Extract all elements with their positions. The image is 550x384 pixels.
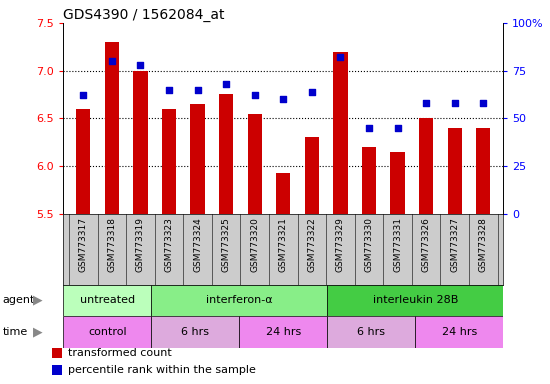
Text: GSM773328: GSM773328 — [478, 217, 488, 272]
Text: 6 hrs: 6 hrs — [182, 327, 209, 337]
Bar — [52, 348, 62, 358]
Text: GSM773323: GSM773323 — [164, 217, 173, 272]
Text: 24 hrs: 24 hrs — [266, 327, 301, 337]
Point — [279, 96, 288, 102]
Text: GSM773324: GSM773324 — [193, 217, 202, 272]
Bar — [327, 285, 503, 316]
Text: GSM773319: GSM773319 — [136, 217, 145, 272]
Text: GSM773325: GSM773325 — [222, 217, 230, 272]
Text: GSM773317: GSM773317 — [79, 217, 88, 272]
Bar — [190, 104, 205, 214]
Text: GSM773327: GSM773327 — [450, 217, 459, 272]
Text: GSM773318: GSM773318 — [107, 217, 116, 272]
Text: interferon-α: interferon-α — [206, 295, 273, 305]
Text: control: control — [88, 327, 126, 337]
Point — [79, 92, 87, 98]
Point — [393, 125, 402, 131]
Bar — [63, 316, 151, 348]
Text: GSM773321: GSM773321 — [279, 217, 288, 272]
Point — [422, 100, 431, 106]
Bar — [76, 109, 90, 214]
Text: ▶: ▶ — [32, 325, 42, 338]
Bar — [415, 316, 503, 348]
Bar — [133, 71, 147, 214]
Text: GDS4390 / 1562084_at: GDS4390 / 1562084_at — [63, 8, 225, 22]
Bar — [151, 285, 327, 316]
Text: agent: agent — [3, 295, 35, 305]
Bar — [476, 128, 491, 214]
Bar — [162, 109, 176, 214]
Text: GSM773322: GSM773322 — [307, 217, 316, 272]
Point — [136, 62, 145, 68]
Point — [250, 92, 259, 98]
Bar — [276, 172, 290, 214]
Text: GSM773320: GSM773320 — [250, 217, 259, 272]
Point — [222, 81, 230, 87]
Text: interleukin 28B: interleukin 28B — [372, 295, 458, 305]
Bar — [362, 147, 376, 214]
Text: time: time — [3, 327, 28, 337]
Point — [336, 54, 345, 60]
Point — [193, 87, 202, 93]
Bar — [52, 365, 62, 375]
Text: percentile rank within the sample: percentile rank within the sample — [68, 365, 256, 375]
Bar — [219, 94, 233, 214]
Point — [307, 89, 316, 95]
Text: ▶: ▶ — [32, 294, 42, 307]
Bar — [390, 152, 405, 214]
Text: 24 hrs: 24 hrs — [442, 327, 477, 337]
Bar — [151, 316, 239, 348]
Text: transformed count: transformed count — [68, 348, 172, 358]
Text: untreated: untreated — [80, 295, 135, 305]
Text: 6 hrs: 6 hrs — [358, 327, 385, 337]
Text: GSM773329: GSM773329 — [336, 217, 345, 272]
Point — [164, 87, 173, 93]
Bar — [239, 316, 327, 348]
Point — [365, 125, 373, 131]
Point — [450, 100, 459, 106]
Point — [479, 100, 488, 106]
Bar — [419, 118, 433, 214]
Bar — [104, 42, 119, 214]
Text: GSM773330: GSM773330 — [365, 217, 373, 272]
Bar — [63, 285, 151, 316]
Point — [107, 58, 116, 64]
Bar — [305, 137, 319, 214]
Text: GSM773326: GSM773326 — [422, 217, 431, 272]
Text: GSM773331: GSM773331 — [393, 217, 402, 272]
Bar — [448, 128, 462, 214]
Bar — [327, 316, 415, 348]
Bar — [248, 114, 262, 214]
Bar — [333, 51, 348, 214]
